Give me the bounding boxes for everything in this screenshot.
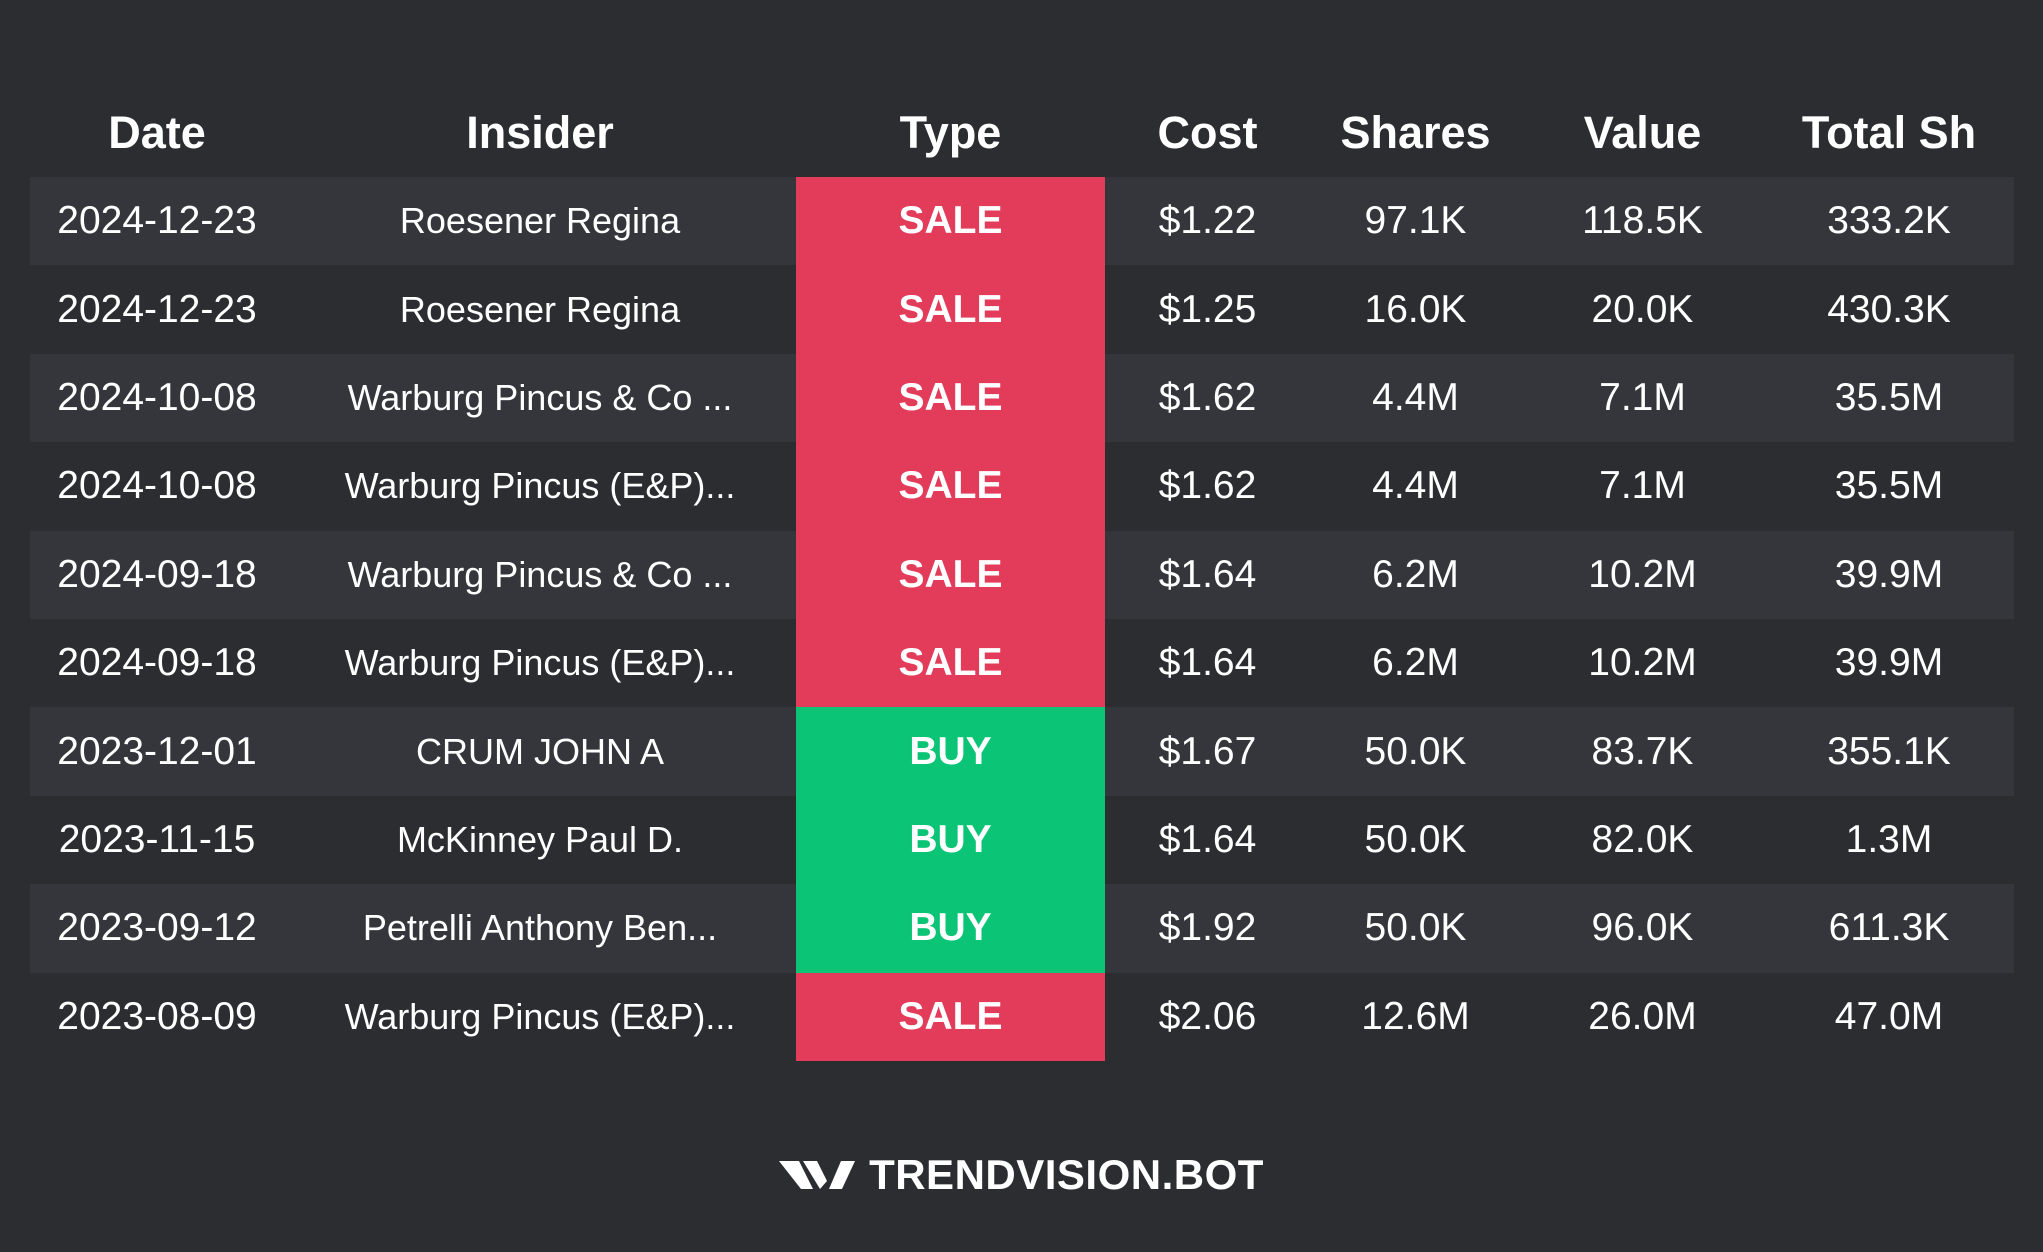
cell-insider: Warburg Pincus (E&P)... (344, 642, 736, 684)
insider-trades-table: Date Insider Type Cost Shares Value Tota… (30, 89, 2014, 1061)
cell-shares: 6.2M (1372, 552, 1459, 596)
cell-insider: Roesener Regina (399, 288, 681, 330)
cell-date: 2024-09-18 (57, 641, 257, 685)
cell-cost: $1.62 (1158, 464, 1257, 508)
type-badge-sale: SALE (796, 618, 1105, 708)
cell-total-shares: 333.2K (1827, 199, 1951, 243)
cell-shares: 6.2M (1372, 641, 1459, 685)
cell-shares: 50.0K (1364, 817, 1467, 861)
table-body: 2024-12-23 Roesener Regina SALE $1.22 97.1K 1… (30, 177, 2014, 1061)
table-row: 2023-11-15 McKinney Paul D. BUY $1.64 50.0K 8… (30, 795, 2014, 885)
cell-cost: $1.92 (1158, 906, 1257, 950)
type-badge-buy: BUY (796, 795, 1105, 885)
cell-insider: Petrelli Anthony Ben... (362, 907, 718, 949)
table-row: 2023-12-01 CRUM JOHN A BUY $1.67 50.0K 83.7K 3… (30, 707, 2014, 796)
cell-date: 2024-12-23 (57, 287, 257, 331)
header-insider: Insider (466, 107, 614, 158)
cell-total-shares: 355.1K (1827, 729, 1951, 773)
cell-value: 10.2M (1588, 552, 1697, 596)
cell-date: 2023-12-01 (57, 729, 257, 773)
cell-date: 2024-09-18 (57, 552, 257, 596)
cell-date: 2023-11-15 (58, 817, 256, 861)
cell-cost: $1.64 (1158, 817, 1257, 861)
type-badge-sale: SALE (796, 972, 1105, 1061)
cell-insider: CRUM JOHN A (415, 730, 664, 772)
cell-cost: $1.22 (1158, 199, 1257, 243)
cell-value: 83.7K (1591, 729, 1694, 773)
cell-insider: Warburg Pincus (E&P)... (344, 995, 736, 1037)
cell-value: 118.5K (1582, 199, 1703, 243)
cell-date: 2023-08-09 (57, 994, 257, 1038)
type-badge-sale: SALE (796, 353, 1105, 443)
cell-total-shares: 39.9M (1834, 552, 1944, 596)
cell-cost: $2.06 (1158, 994, 1257, 1038)
cell-insider: Roesener Regina (399, 200, 681, 242)
cell-shares: 50.0K (1364, 906, 1467, 950)
cell-total-shares: 39.9M (1834, 641, 1944, 685)
cell-shares: 16.0K (1364, 287, 1467, 331)
cell-value: 10.2M (1588, 641, 1697, 685)
cell-total-shares: 35.5M (1834, 464, 1944, 508)
cell-value: 7.1M (1599, 375, 1686, 419)
header-total-shares: Total Sh (1801, 107, 1977, 158)
cell-shares: 12.6M (1361, 994, 1470, 1038)
cell-date: 2024-10-08 (57, 375, 257, 419)
cell-cost: $1.64 (1158, 552, 1257, 596)
header-value: Value (1583, 107, 1702, 158)
cell-value: 82.0K (1591, 817, 1694, 861)
header-type: Type (899, 107, 1002, 158)
table-row: 2023-08-09 Warburg Pincus (E&P)... SALE $2.… (30, 972, 2014, 1061)
type-badge-sale: SALE (796, 177, 1105, 266)
cell-total-shares: 35.5M (1834, 375, 1944, 419)
type-badge-sale: SALE (796, 530, 1105, 619)
type-badge-sale: SALE (796, 442, 1105, 531)
cell-insider: Warburg Pincus (E&P)... (344, 465, 736, 507)
type-badge-sale: SALE (796, 265, 1105, 354)
cell-shares: 50.0K (1364, 729, 1467, 773)
cell-total-shares: 1.3M (1845, 817, 1933, 861)
cell-cost: $1.62 (1158, 375, 1257, 419)
type-badge-buy: BUY (796, 884, 1105, 973)
cell-date: 2024-12-23 (57, 199, 257, 243)
table-row: 2024-12-23 Roesener Regina SALE $1.22 97.1K 1… (30, 177, 2014, 266)
cell-cost: $1.64 (1158, 641, 1257, 685)
table-row: 2023-09-12 Petrelli Anthony Ben... BUY $1.9… (30, 884, 2014, 973)
cell-total-shares: 47.0M (1834, 994, 1944, 1038)
table-row: 2024-10-08 Warburg Pincus & Co ... SALE $1.… (30, 353, 2014, 443)
brand-footer: TRENDVISION.BOT (0, 1140, 2043, 1210)
cell-date: 2024-10-08 (57, 464, 257, 508)
cell-shares: 97.1K (1364, 199, 1467, 243)
header-cost: Cost (1157, 107, 1258, 158)
brand-name: TRENDVISION.BOT (869, 1151, 1264, 1198)
header-shares: Shares (1340, 107, 1491, 158)
cell-value: 7.1M (1599, 464, 1686, 508)
table-row: 2024-10-08 Warburg Pincus (E&P)... SALE $1.… (30, 442, 2014, 531)
cell-shares: 4.4M (1372, 464, 1459, 508)
table-row: 2024-09-18 Warburg Pincus (E&P)... SALE $1.… (30, 618, 2014, 708)
trendvision-logo-icon (779, 1161, 856, 1189)
cell-date: 2023-09-12 (57, 906, 257, 950)
cell-cost: $1.25 (1158, 287, 1257, 331)
cell-total-shares: 611.3K (1828, 906, 1950, 950)
cell-total-shares: 430.3K (1827, 287, 1951, 331)
cell-value: 20.0K (1591, 287, 1694, 331)
table-row: 2024-12-23 Roesener Regina SALE $1.25 16.0K 2… (30, 265, 2014, 354)
type-badge-buy: BUY (796, 707, 1105, 796)
cell-value: 26.0M (1588, 994, 1697, 1038)
cell-cost: $1.67 (1158, 729, 1257, 773)
table-row: 2024-09-18 Warburg Pincus & Co ... SALE $1.… (30, 530, 2014, 619)
cell-insider: Warburg Pincus & Co ... (347, 376, 733, 418)
cell-shares: 4.4M (1372, 375, 1459, 419)
cell-insider: McKinney Paul D. (396, 818, 684, 860)
cell-value: 96.0K (1591, 906, 1694, 950)
cell-insider: Warburg Pincus & Co ... (347, 553, 733, 595)
header-date: Date (108, 107, 206, 158)
table-header-row: Date Insider Type Cost Shares Value Tota… (30, 89, 2014, 177)
